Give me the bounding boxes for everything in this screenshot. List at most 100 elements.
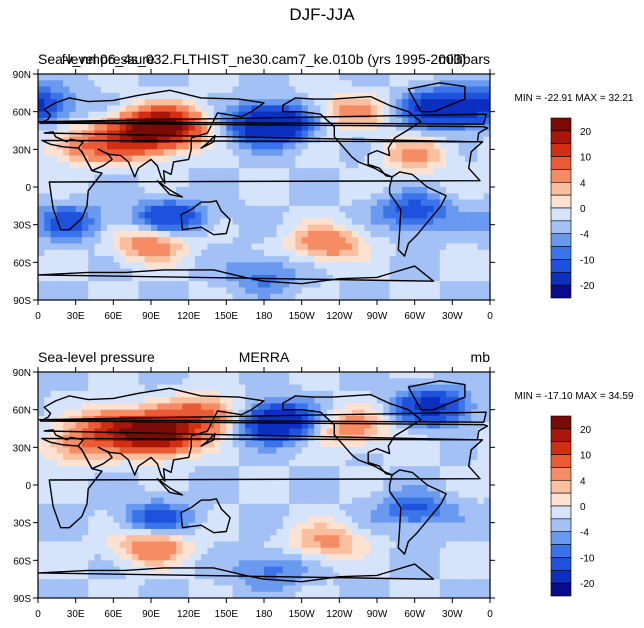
- field-cell: [345, 510, 353, 517]
- field-cell: [458, 74, 466, 81]
- x-tick-label: 150W: [289, 311, 316, 322]
- field-cell: [182, 281, 190, 288]
- field-cell: [408, 554, 416, 561]
- field-cell: [100, 453, 108, 461]
- field-cell: [464, 491, 472, 498]
- field-cell: [138, 516, 146, 524]
- field-cell: [289, 447, 296, 455]
- field-cell: [402, 428, 409, 436]
- field-cell: [289, 168, 296, 175]
- field-cell: [414, 268, 422, 276]
- field-cell: [289, 74, 296, 81]
- field-cell: [157, 384, 164, 392]
- field-cell: [301, 522, 309, 530]
- field-cell: [94, 262, 102, 270]
- field-cell: [433, 117, 441, 125]
- field-cell: [414, 86, 422, 94]
- field-cell: [295, 384, 303, 392]
- field-cell: [251, 212, 259, 219]
- field-cell: [458, 384, 466, 392]
- field-cell: [81, 287, 89, 295]
- field-cell: [326, 124, 334, 131]
- field-cell: [207, 187, 215, 194]
- field-cell: [358, 105, 365, 113]
- field-cell: [100, 256, 108, 263]
- field-cell: [439, 117, 447, 125]
- field-cell: [119, 168, 127, 175]
- field-cell: [144, 187, 152, 194]
- field-cell: [295, 143, 303, 150]
- field-cell: [377, 193, 384, 200]
- field-cell: [427, 86, 434, 94]
- field-cell: [339, 472, 347, 480]
- field-cell: [94, 485, 102, 492]
- field-cell: [238, 528, 246, 536]
- field-cell: [38, 422, 45, 429]
- field-cell: [182, 237, 190, 244]
- field-cell: [358, 378, 365, 385]
- field-cell: [351, 390, 359, 398]
- field-cell: [295, 268, 303, 276]
- field-cell: [38, 390, 45, 398]
- field-cell: [307, 453, 315, 461]
- field-cell: [232, 390, 240, 398]
- field-cell: [351, 193, 359, 200]
- field-cell: [408, 193, 416, 200]
- field-cell: [477, 205, 485, 213]
- field-cell: [38, 491, 45, 498]
- field-cell: [427, 510, 434, 517]
- field-cell: [107, 554, 114, 561]
- field-cell: [282, 124, 290, 131]
- field-cell: [420, 522, 428, 530]
- field-cell: [439, 428, 447, 436]
- field-cell: [194, 268, 202, 276]
- field-cell: [94, 105, 102, 113]
- field-cell: [100, 180, 108, 188]
- field-cell: [333, 174, 340, 182]
- field-cell: [232, 510, 240, 517]
- field-cell: [377, 453, 384, 461]
- field-cell: [44, 453, 51, 461]
- field-cell: [238, 218, 246, 226]
- field-cell: [320, 249, 328, 257]
- field-cell: [414, 130, 422, 138]
- field-cell: [446, 136, 453, 144]
- field-cell: [295, 187, 303, 194]
- field-cell: [264, 528, 271, 536]
- field-cell: [38, 268, 45, 276]
- field-cell: [289, 560, 296, 568]
- field-cell: [207, 155, 215, 163]
- field-cell: [377, 422, 384, 429]
- field-cell: [107, 199, 114, 207]
- field-cell: [182, 535, 190, 542]
- field-cell: [50, 372, 58, 379]
- field-cell: [138, 243, 146, 251]
- field-cell: [125, 422, 133, 429]
- field-cell: [414, 174, 422, 182]
- field-cell: [282, 281, 290, 288]
- field-cell: [483, 541, 490, 549]
- field-cell: [282, 422, 290, 429]
- field-cell: [345, 124, 353, 131]
- field-cell: [358, 174, 365, 182]
- field-cell: [88, 256, 95, 263]
- field-cell: [458, 390, 466, 398]
- field-cell: [169, 199, 177, 207]
- field-cell: [483, 447, 490, 455]
- field-cell: [125, 149, 133, 157]
- field-cell: [144, 218, 152, 226]
- field-cell: [402, 384, 409, 392]
- field-cell: [427, 281, 434, 288]
- field-cell: [201, 199, 208, 207]
- field-cell: [264, 281, 271, 288]
- field-cell: [439, 130, 447, 138]
- field-cell: [81, 249, 89, 257]
- field-cell: [132, 372, 139, 379]
- field-cell: [339, 510, 347, 517]
- field-cell: [326, 105, 334, 113]
- field-cell: [238, 428, 246, 436]
- field-cell: [289, 180, 296, 188]
- field-cell: [420, 441, 428, 448]
- field-cell: [44, 378, 51, 385]
- field-cell: [119, 117, 127, 125]
